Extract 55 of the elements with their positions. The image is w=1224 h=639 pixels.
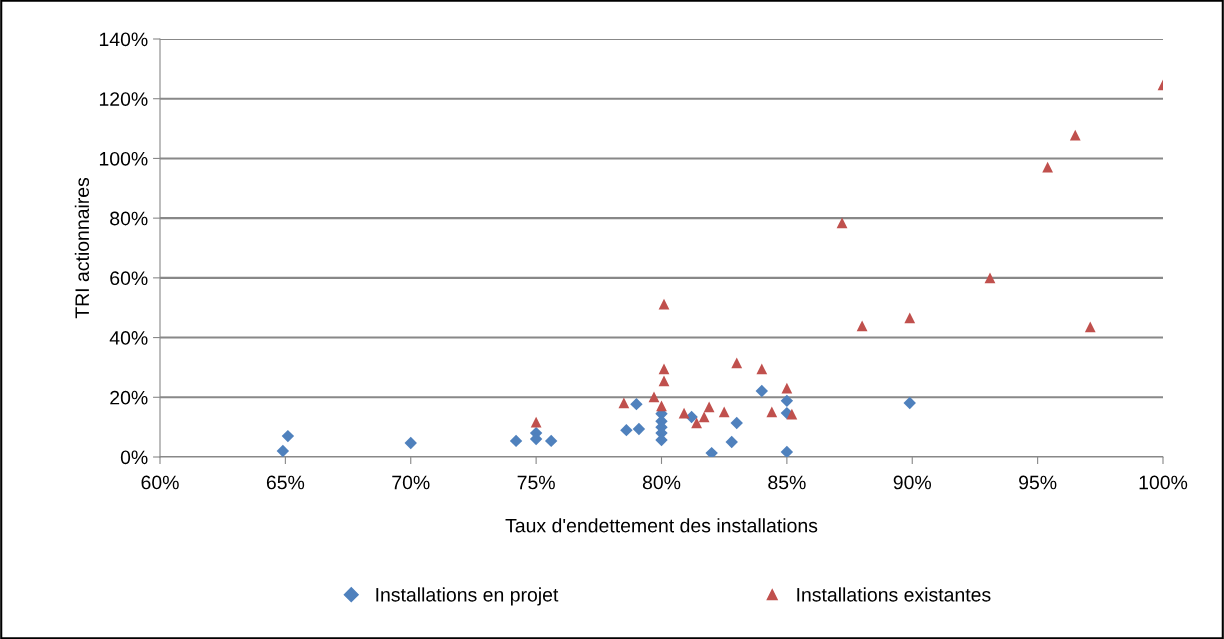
y-tick-label: 140% <box>99 32 148 47</box>
legend-label: Installations en projet <box>376 587 559 606</box>
point <box>698 411 710 423</box>
point <box>404 436 417 450</box>
y-tick-label: 60% <box>110 271 148 286</box>
point <box>730 416 743 430</box>
point <box>276 444 290 457</box>
x-tick-label: 90% <box>893 475 932 490</box>
point <box>780 445 794 457</box>
point <box>786 408 798 420</box>
point <box>620 423 633 437</box>
point <box>544 434 558 448</box>
point <box>731 357 743 369</box>
x-tick-label: 70% <box>392 475 430 490</box>
y-tick-label: 80% <box>110 211 148 226</box>
point <box>1084 321 1096 333</box>
x-tick-label: 60% <box>141 475 179 490</box>
point <box>781 382 793 394</box>
point <box>703 401 715 413</box>
y-tick-label: 20% <box>110 390 148 405</box>
point <box>755 384 769 398</box>
point <box>984 272 996 284</box>
x-tick-label: 100% <box>1139 475 1188 490</box>
x-tick-label: 65% <box>266 475 305 490</box>
x-axis-title: Taux d'endettement des installations <box>505 518 818 533</box>
point <box>632 422 646 436</box>
point <box>530 416 542 428</box>
point <box>705 446 718 457</box>
point <box>766 406 778 418</box>
x-tick-label: 95% <box>1019 475 1057 490</box>
x-tick-label: 75% <box>517 475 555 490</box>
legend-label: Installations existantes <box>797 587 991 602</box>
point <box>718 406 730 418</box>
point <box>658 298 670 310</box>
point <box>509 434 523 448</box>
point <box>756 363 768 375</box>
y-axis-title: TRI actionnaires <box>74 177 90 319</box>
point <box>780 394 794 408</box>
point <box>1042 161 1054 173</box>
y-tick-label: 100% <box>99 151 148 166</box>
point <box>903 396 916 410</box>
point <box>725 435 738 449</box>
x-tick-label: 80% <box>642 475 681 490</box>
y-tick-label: 40% <box>109 331 148 345</box>
point <box>1069 129 1081 141</box>
point <box>630 397 643 411</box>
point <box>856 320 868 332</box>
point <box>658 375 670 387</box>
point <box>904 312 916 324</box>
point <box>618 397 630 409</box>
point <box>281 429 295 443</box>
x-tick-label: 85% <box>768 475 806 490</box>
point <box>691 417 702 429</box>
y-tick-label: 0% <box>120 450 148 465</box>
y-tick-label: 120% <box>99 92 148 106</box>
